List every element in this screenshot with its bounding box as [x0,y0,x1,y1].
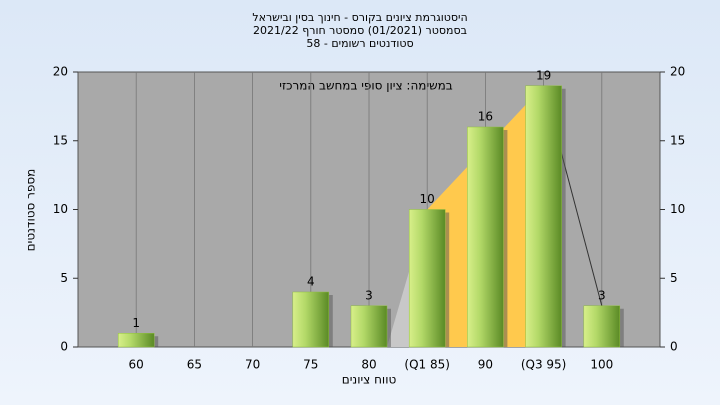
data-label: 16 [478,110,493,124]
y-tick-label: 15 [53,133,68,147]
bar [408,209,446,348]
bar [467,126,504,348]
x-tick-label: (Q3 95) [521,358,567,372]
y2-tick-label: 0 [670,340,678,354]
x-tick-label: 80 [361,358,376,372]
bar [583,305,621,348]
chart-title: סטודנטים רשומים - 58 [306,37,413,50]
x-tick-label: 60 [129,358,144,372]
y2-tick-label: 10 [670,202,685,216]
chart-title: היסטוגרמת ציונים בקורס - חינוך בסין וביש… [252,11,467,24]
data-label: 1 [132,316,140,330]
y-axis-label: מספר סטודנטים [24,169,38,252]
data-label: 19 [536,68,551,82]
data-label: 4 [307,275,315,289]
subtitle: במשימה: ציון סופי במחשב המרכזי [279,79,453,93]
y-tick-label: 0 [60,340,68,354]
y2-tick-label: 5 [670,271,678,285]
data-label: 3 [598,288,606,302]
x-tick-label: 70 [245,358,260,372]
bar [350,305,388,348]
x-axis-label: טווח ציונים [342,373,397,387]
x-tick-label: (Q1 85) [404,358,450,372]
bar [117,333,155,348]
x-tick-label: 75 [303,358,318,372]
y-tick-label: 5 [60,271,68,285]
data-label: 3 [365,288,373,302]
y2-tick-label: 15 [670,133,685,147]
bar [525,85,562,348]
y2-tick-label: 20 [670,65,685,79]
y-tick-label: 20 [53,65,68,79]
chart-title: בסמסטר (01/2021) סמסטר חורף 2021/22 [253,24,467,37]
bar [292,291,330,348]
data-label: 10 [420,192,435,206]
x-tick-label: 90 [478,358,493,372]
x-tick-label: 65 [187,358,202,372]
y-tick-label: 10 [53,202,68,216]
x-tick-label: 100 [590,358,613,372]
